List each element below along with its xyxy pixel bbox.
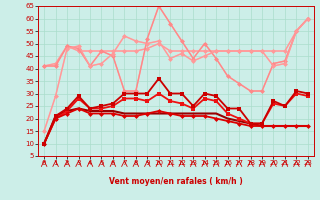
X-axis label: Vent moyen/en rafales ( km/h ): Vent moyen/en rafales ( km/h ) xyxy=(109,177,243,186)
